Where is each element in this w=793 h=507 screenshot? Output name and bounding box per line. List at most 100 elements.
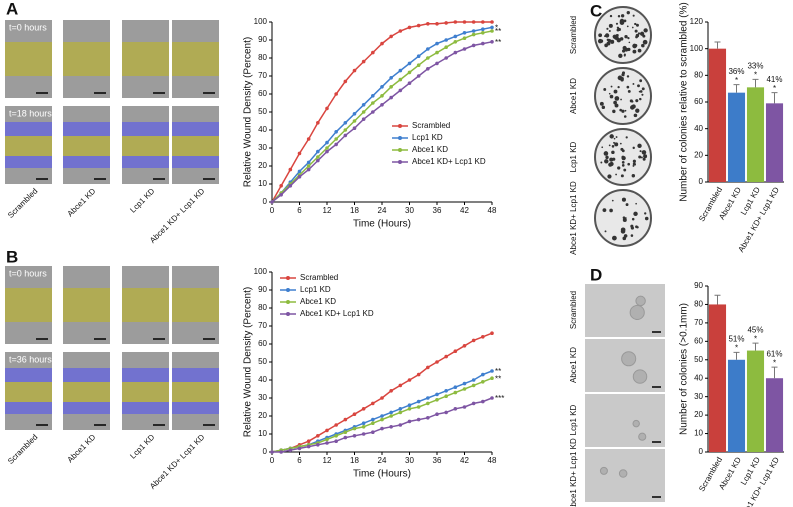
data-point	[471, 378, 476, 382]
colony	[630, 105, 635, 110]
colony	[635, 33, 640, 38]
y-axis-label: Number of colonies (>0.1mm)	[679, 303, 690, 435]
colony	[641, 93, 644, 96]
y-tick-label: 90	[258, 35, 267, 44]
row-label: Abce1 KD+ Lcp1 KD	[569, 438, 578, 507]
data-point	[481, 335, 485, 339]
colony	[617, 86, 620, 89]
colony	[620, 229, 626, 234]
time-label: t=0 hours	[9, 22, 47, 32]
y-tick-label: 50	[258, 107, 267, 116]
row-label: Abce1 KD	[569, 78, 578, 114]
y-tick-label: 80	[258, 303, 267, 312]
wound-area	[122, 382, 169, 402]
colony	[625, 217, 627, 219]
colony	[627, 37, 630, 40]
data-point	[407, 403, 412, 408]
data-point	[462, 47, 467, 51]
data-point	[435, 50, 439, 55]
data-point	[453, 40, 458, 44]
legend-label: Lcp1 KD	[300, 285, 331, 294]
colony	[613, 141, 615, 144]
data-point	[325, 428, 329, 433]
significance: **	[495, 374, 501, 383]
data-point	[334, 142, 338, 147]
colony	[628, 41, 631, 44]
cell-front	[122, 156, 169, 168]
data-point	[325, 441, 329, 445]
colony	[638, 432, 647, 441]
data-point	[462, 381, 467, 386]
colony	[632, 419, 640, 428]
y-tick-label: 10	[258, 179, 267, 188]
y-tick-label: 100	[254, 267, 268, 276]
colony	[642, 44, 645, 48]
colony	[604, 159, 609, 164]
data-point	[490, 369, 494, 373]
colony	[611, 199, 614, 202]
colony	[618, 53, 623, 59]
cell-front	[172, 156, 219, 168]
colony	[625, 203, 629, 206]
column-label: Abce1 KD	[66, 186, 98, 218]
colony	[608, 162, 613, 167]
wound-area	[5, 136, 52, 156]
colony	[601, 146, 604, 149]
data-point	[352, 68, 357, 73]
colony	[612, 109, 616, 114]
data-point	[334, 434, 338, 438]
data-point	[352, 426, 357, 431]
colony	[627, 162, 631, 166]
data-point	[380, 396, 384, 400]
data-point	[407, 25, 412, 30]
series-line	[271, 370, 493, 453]
bar	[708, 304, 727, 452]
colony	[634, 163, 636, 166]
y-tick-label: 30	[258, 393, 267, 402]
data-point	[444, 21, 448, 25]
legend-label: Abce1 KD	[412, 145, 448, 154]
colony	[622, 45, 627, 51]
colony	[632, 164, 635, 167]
cell-front	[172, 402, 219, 414]
cell-front	[63, 368, 110, 382]
y-tick-label: 40	[694, 373, 703, 382]
colony	[633, 211, 638, 217]
colony	[639, 90, 643, 93]
data-point	[398, 29, 403, 33]
wound-area	[63, 288, 110, 322]
data-point	[361, 59, 366, 64]
legend-marker	[286, 300, 290, 304]
colony	[635, 23, 639, 27]
colony	[619, 37, 624, 41]
data-point	[361, 432, 366, 436]
row-label: Lcp1 KD	[569, 404, 578, 435]
data-point	[361, 425, 366, 429]
data-point	[490, 20, 494, 24]
data-point	[334, 423, 338, 427]
colony	[642, 39, 648, 45]
colony	[643, 28, 648, 33]
row-label: Abce1 KD+ Lcp1 KD	[569, 181, 578, 255]
data-point	[435, 61, 439, 66]
column-label: Scrambled	[6, 187, 39, 220]
data-point	[279, 193, 283, 197]
y-tick-label: 10	[694, 429, 703, 438]
significance: **	[495, 27, 501, 36]
agar-image	[585, 284, 665, 337]
data-point	[270, 200, 274, 204]
time-label: t=36 hours	[9, 354, 52, 364]
data-point	[371, 430, 375, 435]
colony	[623, 168, 627, 172]
wound-area	[172, 382, 219, 402]
y-tick-label: 70	[258, 71, 267, 80]
data-point	[352, 412, 357, 417]
bar	[708, 48, 727, 182]
colony	[620, 76, 624, 81]
data-point	[462, 405, 467, 409]
cell-front	[5, 156, 52, 168]
error-bar	[733, 84, 740, 93]
colony	[630, 234, 634, 237]
data-point	[481, 20, 485, 24]
data-point	[416, 23, 421, 28]
